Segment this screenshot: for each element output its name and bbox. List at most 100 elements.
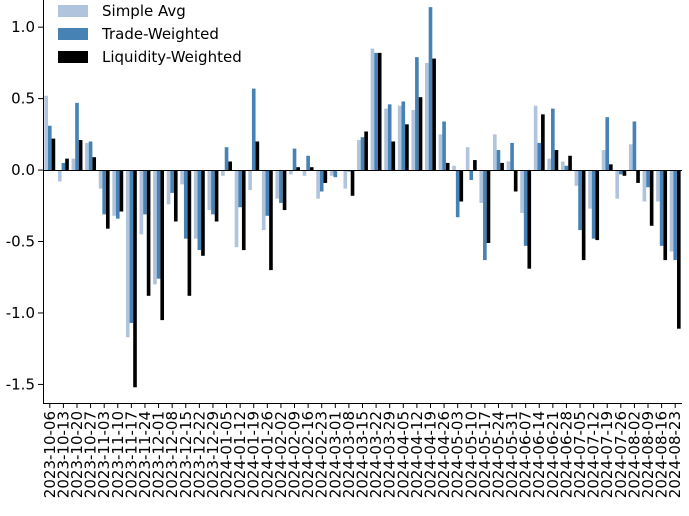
legend-swatch (58, 5, 88, 17)
bar-2-5 (119, 170, 124, 212)
x-tick-label: 2024-07-05 (571, 411, 589, 498)
bar-1-39 (578, 170, 582, 231)
bar-0-4 (98, 170, 103, 189)
x-tick-label: 2024-02-16 (299, 411, 317, 498)
bar-1-26 (401, 101, 406, 171)
bar-0-11 (193, 170, 198, 239)
bar-0-38 (561, 161, 565, 171)
x-tick-label: 2024-02-23 (313, 411, 331, 498)
bar-0-12 (207, 170, 212, 211)
bar-1-24 (374, 52, 378, 171)
bar-1-46 (673, 170, 678, 261)
bar-2-28 (432, 58, 436, 171)
bar-2-41 (609, 164, 613, 171)
bar-2-31 (473, 160, 477, 171)
x-tick-label: 2024-06-21 (544, 411, 562, 498)
bar-0-28 (425, 62, 429, 171)
bars-layer (44, 7, 681, 388)
x-tick-label: 2024-01-05 (218, 411, 236, 498)
bar-2-10 (187, 170, 192, 296)
bar-0-44 (642, 170, 647, 202)
bar-1-33 (496, 150, 501, 171)
x-tick-label: 2024-08-16 (653, 411, 671, 498)
x-tick-label: 2024-02-09 (286, 411, 304, 498)
x-tick-label: 2023-10-13 (54, 411, 72, 498)
bar-1-37 (551, 108, 555, 171)
bar-2-11 (201, 170, 205, 256)
bar-0-39 (574, 170, 579, 186)
bar-2-40 (595, 170, 600, 241)
bar-0-31 (465, 147, 470, 171)
x-tick-label: 2023-10-06 (41, 411, 59, 498)
bar-1-19 (306, 155, 310, 171)
x-tick-label: 2024-03-29 (381, 411, 399, 498)
bar-2-18 (296, 167, 300, 171)
bar-0-15 (248, 170, 252, 191)
x-tick-label: 2024-03-15 (354, 411, 372, 498)
bar-0-18 (289, 170, 293, 175)
bar-2-39 (581, 170, 586, 261)
legend: Simple Avg Trade-Weighted Liquidity-Weight… (58, 2, 242, 66)
bar-0-6 (125, 170, 130, 338)
bar-1-14 (238, 170, 242, 208)
bar-0-2 (71, 158, 76, 171)
bar-2-6 (133, 170, 137, 388)
legend-swatch (58, 28, 88, 40)
x-tick-label: 2024-03-01 (326, 411, 344, 498)
x-tick-label: 2023-10-20 (68, 411, 86, 498)
bar-1-15 (251, 88, 256, 171)
bar-0-23 (357, 140, 361, 171)
bar-2-17 (282, 170, 287, 211)
bar-1-28 (428, 7, 433, 171)
bar-2-15 (255, 141, 260, 171)
x-tick-label: 2024-04-26 (435, 411, 453, 498)
y-tick-label: 1.0 (11, 18, 35, 36)
bar-2-44 (649, 170, 654, 226)
bar-1-25 (387, 104, 392, 171)
x-tick-label: 2024-03-08 (340, 411, 358, 498)
bar-1-17 (279, 170, 283, 203)
bar-1-40 (591, 170, 596, 239)
bar-0-42 (615, 170, 620, 199)
bar-2-23 (364, 131, 368, 171)
bar-2-14 (241, 170, 246, 251)
bar-0-34 (506, 161, 511, 171)
bar-1-5 (115, 170, 120, 219)
bar-0-9 (166, 170, 171, 205)
bar-1-2 (75, 102, 79, 171)
x-tick-label: 2023-12-22 (190, 411, 208, 498)
bar-0-16 (261, 170, 266, 231)
bar-2-36 (541, 114, 545, 171)
bar-2-30 (459, 170, 464, 202)
x-tick-label: 2024-08-23 (666, 411, 684, 498)
x-tick-label: 2024-01-19 (245, 411, 263, 498)
bar-2-9 (173, 170, 178, 222)
x-tick-label: 2024-01-26 (258, 411, 276, 498)
bar-2-0 (51, 138, 56, 171)
bar-0-41 (601, 150, 606, 171)
bar-0-30 (452, 165, 456, 171)
x-tick-label: 2024-05-10 (462, 411, 480, 498)
bar-1-0 (47, 125, 52, 171)
x-tick-label: 2024-04-19 (422, 411, 440, 498)
x-tick-label: 2023-12-15 (177, 411, 195, 498)
bar-2-43 (636, 170, 640, 183)
bar-1-30 (455, 170, 460, 218)
bar-0-33 (493, 134, 497, 171)
bar-0-19 (302, 170, 307, 176)
bar-2-35 (527, 170, 532, 269)
bar-2-1 (65, 158, 69, 171)
bar-0-36 (533, 105, 538, 171)
bar-1-1 (61, 162, 66, 171)
x-tick-label: 2024-08-09 (639, 411, 657, 498)
legend-label: Simple Avg (102, 2, 186, 20)
bar-1-27 (415, 57, 419, 171)
bar-0-10 (180, 170, 184, 185)
bar-0-17 (275, 170, 280, 199)
x-tick-label: 2023-11-10 (109, 411, 127, 498)
y-tick-label: 0.0 (11, 161, 35, 179)
bar-2-34 (513, 170, 518, 192)
bar-1-38 (564, 165, 569, 171)
bar-0-0 (44, 95, 48, 171)
x-tick-label: 2024-06-28 (557, 411, 575, 498)
